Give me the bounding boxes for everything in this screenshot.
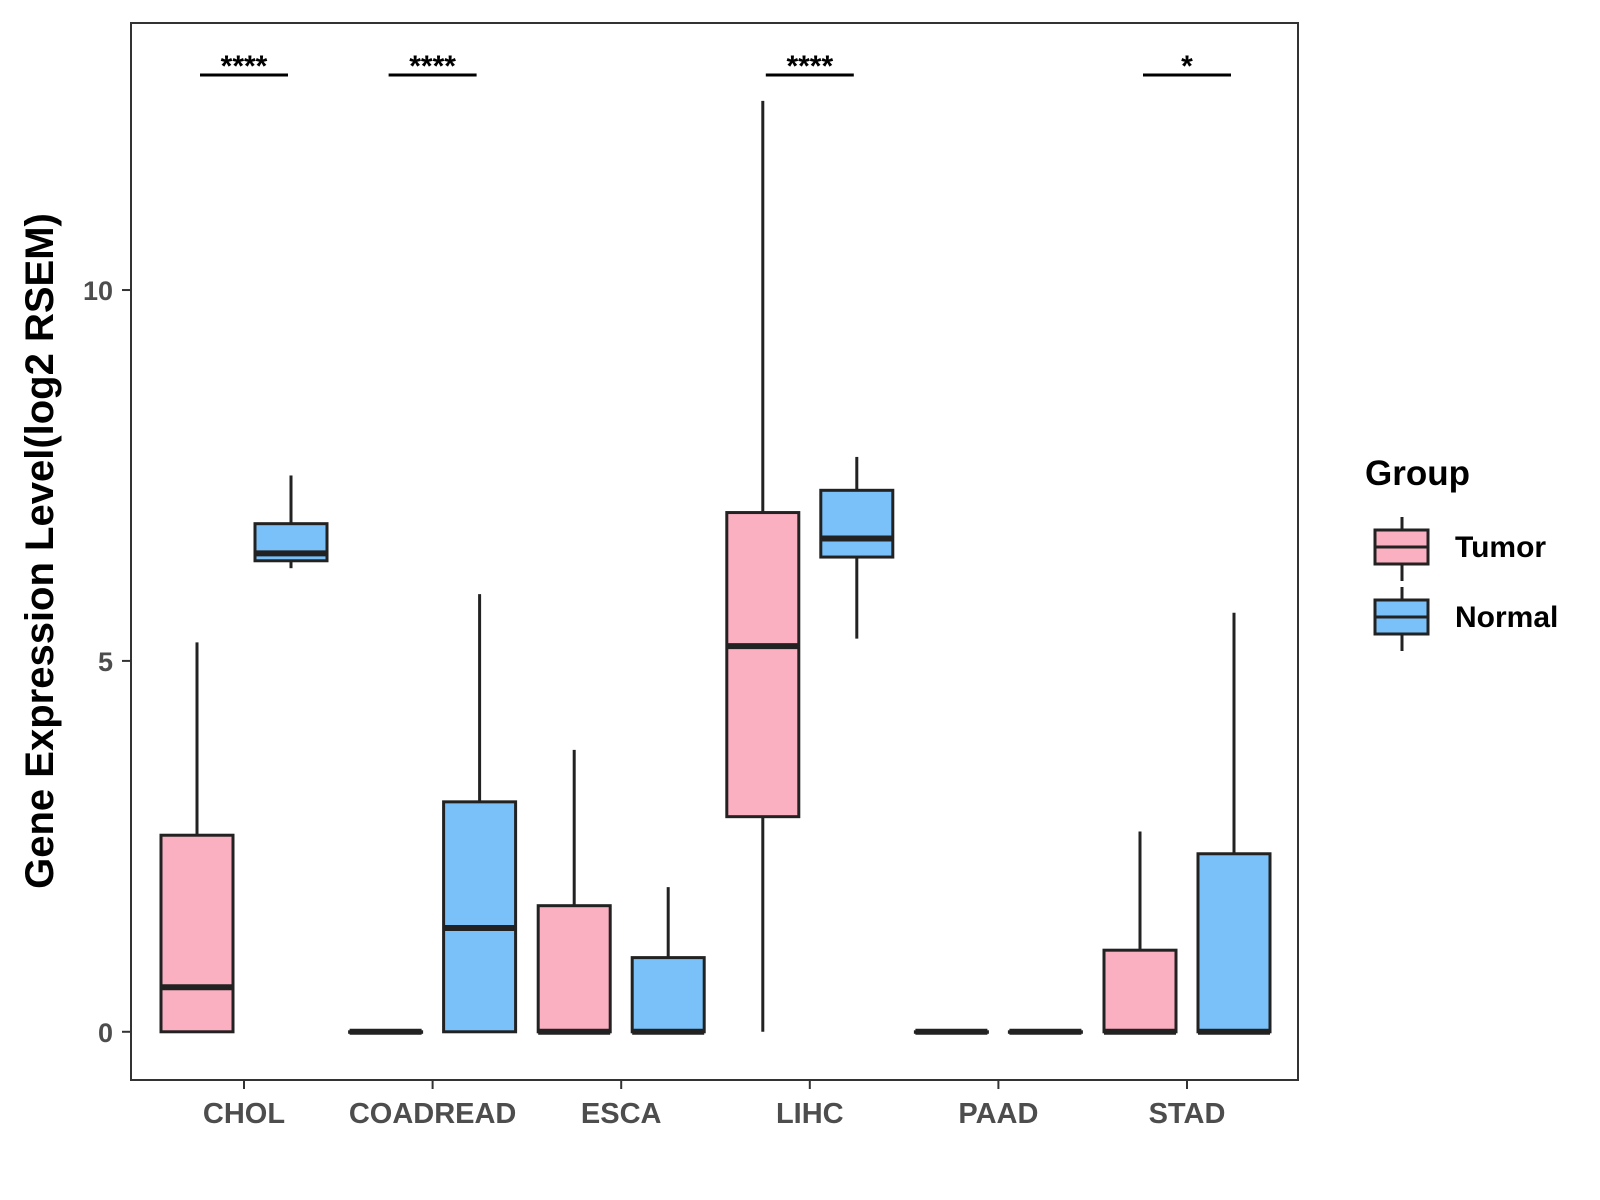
normal-lihc-box [819,456,895,639]
tumor-lihc-iqr [725,511,801,819]
tumor-lihc-box [725,100,801,1032]
legend: Group Tumor Normal [1365,454,1558,651]
x-tick-label-paad: PAAD [958,1098,1038,1130]
x-tick-label-stad: STAD [1149,1098,1226,1130]
legend-item-tumor: Tumor [1373,517,1546,581]
normal-chol-box [253,475,329,569]
x-tick-label-lihc: LIHC [776,1098,844,1130]
normal-stad-box [1196,612,1272,1035]
legend-title: Group [1365,454,1470,493]
tumor-esca-iqr [536,904,612,1034]
significance-label-coadread: **** [409,50,456,83]
significance-label-stad: * [1181,50,1193,83]
tumor-stad-box [1102,831,1178,1035]
normal-esca-iqr [630,956,706,1034]
normal-paad-box [1007,1028,1083,1035]
tumor-chol-iqr [159,833,235,1034]
normal-coadread-iqr [442,800,518,1034]
y-axis-title: Gene Expression Level(log2 RSEM) [18,213,62,889]
tumor-chol-box [159,642,235,1034]
normal-lihc-iqr [819,488,895,559]
normal-stad-iqr [1196,852,1272,1034]
normal-coadread-box [442,594,518,1034]
y-tick-label-5: 5 [98,647,113,677]
significance-layer: **** **** **** * [200,50,1231,83]
x-tick-label-chol: CHOL [203,1098,285,1130]
legend-label-tumor: Tumor [1455,531,1546,564]
significance-label-chol: **** [221,50,268,83]
tumor-coadread-box [348,1028,424,1035]
x-tick-label-coadread: COADREAD [349,1098,517,1130]
legend-item-normal: Normal [1373,587,1558,651]
tumor-paad-box [913,1028,989,1035]
tumor-esca-box [536,749,612,1035]
y-tick-label-10: 10 [83,276,113,306]
normal-esca-box [630,887,706,1035]
significance-label-lihc: **** [786,50,833,83]
y-tick-label-0: 0 [98,1018,113,1048]
x-tick-label-esca: ESCA [581,1098,662,1130]
boxes-layer [159,100,1272,1035]
legend-label-normal: Normal [1455,601,1558,634]
axes-layer: 0 5 10 CHOL COADREAD ESCA LIHC PAAD STAD [83,276,1225,1130]
tumor-stad-iqr [1102,948,1178,1034]
